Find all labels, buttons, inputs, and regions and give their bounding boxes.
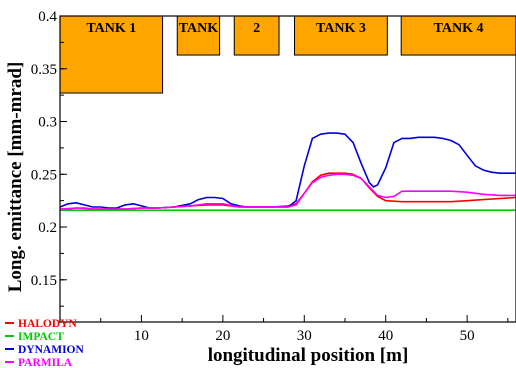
tank-annotations: TANK 1 TANK 2 TANK 3 TANK 4 bbox=[59, 15, 516, 94]
tank-label-2: TANK bbox=[179, 21, 219, 36]
legend-label-parmila: PARMILA bbox=[18, 357, 73, 368]
y-tick-label: 0.25 bbox=[31, 167, 57, 183]
tank-box-5 bbox=[400, 15, 516, 56]
y-tick-label: 0.2 bbox=[38, 220, 57, 236]
y-tick-label: 0.15 bbox=[31, 273, 57, 289]
series-line-parmila bbox=[59, 173, 516, 210]
legend-label-halodyn: HALODYN bbox=[18, 318, 77, 330]
legend-label-impact: IMPACT bbox=[18, 331, 64, 343]
tank-label-3: 2 bbox=[253, 21, 260, 36]
plot-frame bbox=[59, 15, 516, 323]
tank-box-4 bbox=[294, 15, 388, 56]
y-tick-label: 0.3 bbox=[38, 115, 57, 131]
axis-ticks: 10 20 30 40 50 0.15 0.2 0.25 0.3 0.35 0.4 bbox=[31, 9, 509, 344]
series-line-dynamion bbox=[59, 132, 516, 209]
y-axis-title: Long. emittance [mm-mrad] bbox=[5, 62, 26, 293]
tank-box-2 bbox=[176, 15, 221, 56]
x-tick-label: 20 bbox=[215, 328, 230, 344]
y-tick-label: 0.4 bbox=[38, 9, 57, 25]
x-tick-label: 30 bbox=[297, 328, 312, 344]
tank-label-4: TANK 3 bbox=[316, 21, 366, 36]
tank-label-5: TANK 4 bbox=[434, 21, 484, 36]
legend-label-dynamion: DYNAMION bbox=[18, 344, 84, 356]
y-tick-label: 0.35 bbox=[31, 62, 57, 78]
x-tick-label: 40 bbox=[378, 328, 393, 344]
x-tick-label: 50 bbox=[460, 328, 475, 344]
tank-label-1: TANK 1 bbox=[86, 21, 136, 36]
tank-box-1 bbox=[59, 15, 164, 94]
x-axis-title: longitudinal position [m] bbox=[208, 345, 409, 366]
x-tick-label: 10 bbox=[134, 328, 149, 344]
series-lines bbox=[59, 132, 516, 211]
